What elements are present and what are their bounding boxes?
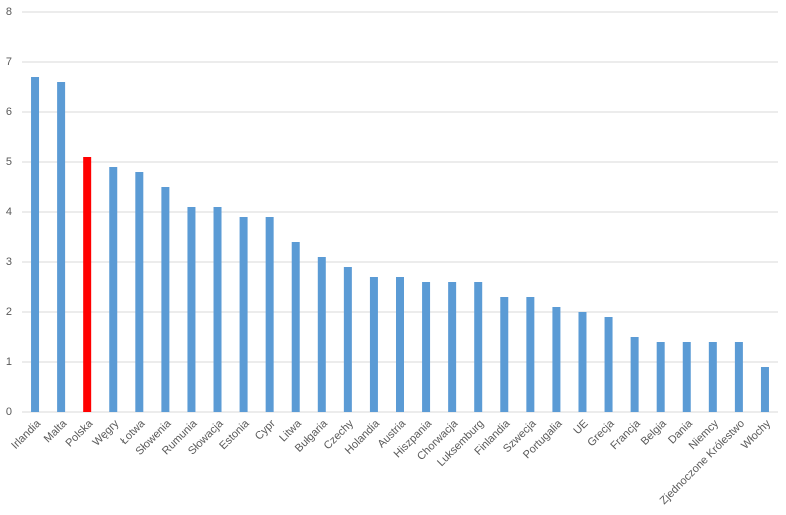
bar [734, 342, 743, 412]
x-tick-label: Cypr [253, 417, 278, 442]
y-tick-label: 1 [6, 356, 12, 368]
bar [422, 282, 431, 412]
y-tick-label: 7 [6, 56, 12, 68]
bar [552, 307, 561, 412]
y-tick-label: 8 [6, 6, 12, 18]
y-tick-label: 4 [6, 206, 12, 218]
bar [760, 367, 769, 412]
bar [239, 217, 248, 412]
bar [317, 257, 326, 412]
y-tick-label: 0 [6, 406, 12, 418]
bar [265, 217, 274, 412]
x-tick-label: Estonia [217, 417, 252, 452]
bar [291, 242, 300, 412]
bar [369, 277, 378, 412]
bar [343, 267, 352, 412]
bar [474, 282, 483, 412]
bar [448, 282, 457, 412]
y-tick-label: 3 [6, 256, 12, 268]
x-tick-label: Polska [64, 417, 96, 449]
bar [526, 297, 535, 412]
x-tick-label: Włochy [739, 417, 773, 451]
bar [187, 207, 196, 412]
bar [31, 77, 40, 412]
x-tick-label: Belgia [639, 417, 670, 448]
bar [500, 297, 509, 412]
bar [135, 172, 144, 412]
x-tick-label: UE [571, 418, 590, 437]
bar [682, 342, 691, 412]
x-tick-label: Węgry [90, 417, 121, 448]
bar [109, 167, 118, 412]
bar [161, 187, 170, 412]
bar [708, 342, 717, 412]
x-tick-label: Francja [608, 417, 643, 452]
bar [578, 312, 587, 412]
bar [396, 277, 404, 412]
bar [83, 157, 92, 412]
bar [656, 342, 665, 412]
y-tick-label: 5 [6, 156, 12, 168]
y-tick-label: 6 [6, 106, 12, 118]
x-tick-label: Irlandia [9, 417, 44, 452]
y-tick-label: 2 [6, 306, 12, 318]
bar [57, 82, 66, 412]
bar [604, 317, 613, 412]
bar [630, 337, 639, 412]
bar [213, 207, 222, 412]
